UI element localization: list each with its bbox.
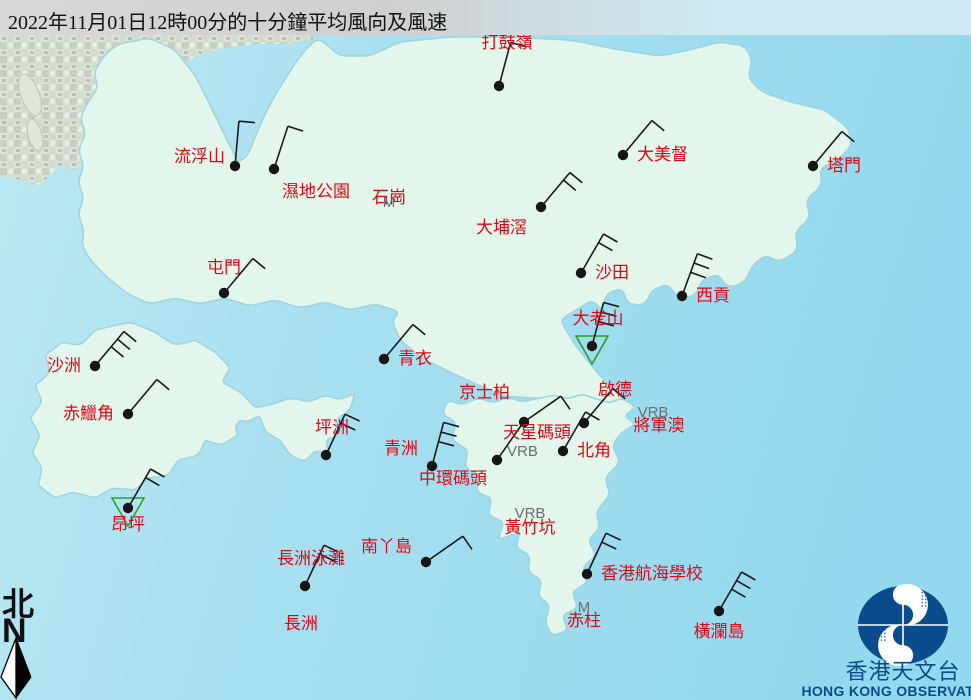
svg-text:打鼓嶺: 打鼓嶺 [482,33,533,52]
svg-text:沙洲: 沙洲 [47,356,81,375]
svg-text:HONG KONG OBSERVATORY: HONG KONG OBSERVATORY [801,683,971,699]
svg-text:大美督: 大美督 [637,145,688,164]
svg-text:塔門: 塔門 [827,156,861,175]
svg-text:濕地公園: 濕地公園 [282,182,350,201]
svg-text:青衣: 青衣 [398,349,432,368]
svg-text:大埔滘: 大埔滘 [476,218,527,237]
svg-text:香港天文台: 香港天文台 [845,659,960,684]
svg-text:赤鱲角: 赤鱲角 [63,404,114,423]
svg-text:中環碼頭: 中環碼頭 [419,469,487,488]
svg-text:北角: 北角 [577,441,611,460]
svg-text:昂坪: 昂坪 [111,515,145,534]
svg-text:啟德: 啟德 [598,380,632,399]
svg-text:M: M [578,599,591,616]
svg-text:橫瀾島: 橫瀾島 [694,622,745,641]
svg-text:M: M [383,194,396,211]
svg-text:大老山: 大老山 [573,309,624,328]
svg-text:西貢: 西貢 [696,286,730,305]
svg-text:沙田: 沙田 [595,263,629,282]
svg-text:長洲泳灘: 長洲泳灘 [277,549,345,568]
svg-text:將軍澳: 將軍澳 [634,416,685,435]
svg-text:長洲: 長洲 [284,614,318,633]
svg-text:流浮山: 流浮山 [174,147,225,166]
svg-text:天星碼頭: 天星碼頭 [503,423,571,442]
svg-text:黃竹坑: 黃竹坑 [505,518,556,537]
svg-text:香港航海學校: 香港航海學校 [601,564,703,583]
svg-text:屯門: 屯門 [207,258,241,277]
svg-text:坪洲: 坪洲 [315,418,349,437]
svg-text:京士柏: 京士柏 [459,383,510,402]
svg-text:南丫島: 南丫島 [361,537,412,556]
svg-text:青洲: 青洲 [384,439,418,458]
svg-text:VRB: VRB [507,443,538,460]
